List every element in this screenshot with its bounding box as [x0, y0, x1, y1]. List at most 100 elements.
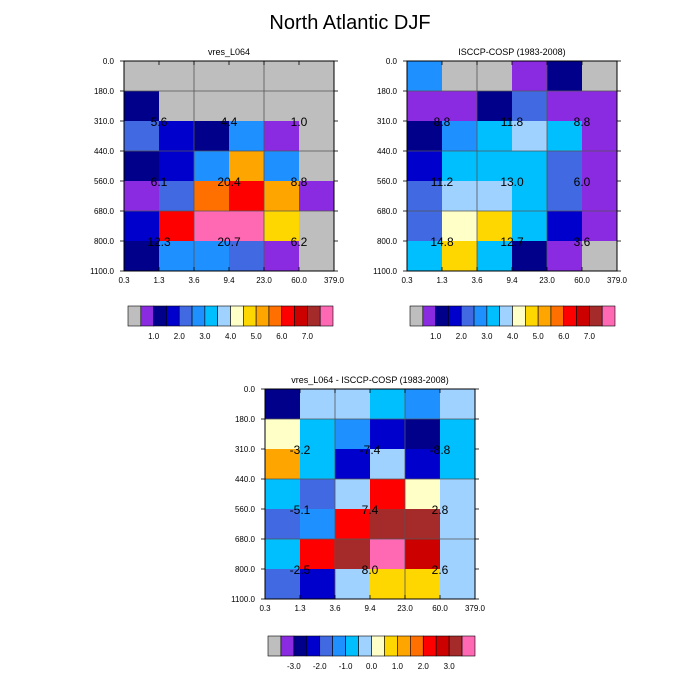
heatmap-cell — [370, 449, 406, 480]
heatmap-cell — [512, 241, 548, 272]
colorbar-label: 3.0 — [481, 332, 493, 341]
heatmap-cell — [442, 61, 478, 92]
colorbar-label: -2.0 — [313, 662, 327, 671]
colorbar-swatch — [601, 305, 616, 327]
colorbar-swatch — [332, 635, 346, 657]
colorbar-swatch — [230, 305, 244, 327]
y-tick-label: 680.0 — [235, 535, 256, 544]
heatmap-cell — [512, 211, 548, 242]
colorbar-label: 4.0 — [225, 332, 237, 341]
heatmap-cell — [194, 241, 230, 272]
colorbar-label: 6.0 — [276, 332, 288, 341]
heatmap-cell — [335, 449, 371, 480]
heatmap-cell — [512, 121, 548, 152]
colorbar-label: 2.0 — [456, 332, 468, 341]
colorbar-swatch — [319, 305, 334, 327]
heatmap-cell — [265, 479, 301, 510]
heatmap-cell — [442, 241, 478, 272]
panel-title: vres_L064 — [208, 47, 250, 57]
heatmap-cell — [440, 479, 476, 510]
colorbar-swatch — [384, 635, 398, 657]
heatmap-cell — [477, 91, 513, 122]
box-value-label: -5.1 — [290, 503, 311, 517]
x-tick-label: 9.4 — [364, 604, 376, 613]
colorbar-swatch — [140, 305, 154, 327]
heatmap-cell — [194, 61, 230, 92]
y-tick-label: 310.0 — [377, 117, 398, 126]
heatmap-cell — [335, 569, 371, 600]
y-tick-label: 180.0 — [94, 87, 115, 96]
colorbar-swatch — [243, 305, 257, 327]
colorbar-swatch — [255, 305, 270, 327]
heatmap-cell — [299, 241, 335, 272]
y-tick-label: 1100.0 — [373, 267, 397, 276]
heatmap-cell — [335, 539, 371, 570]
page-title: North Atlantic DJF — [269, 12, 431, 34]
heatmap-cell — [547, 151, 583, 182]
heatmap-cell — [582, 211, 618, 242]
colorbar-swatch — [409, 305, 424, 327]
y-tick-label: 180.0 — [235, 415, 256, 424]
heatmap-cell — [159, 61, 195, 92]
x-tick-label: 1.3 — [153, 276, 165, 285]
heatmap-cell — [512, 61, 548, 92]
colorbar-swatch — [345, 635, 359, 657]
colorbar-swatch — [166, 305, 180, 327]
box-value-label: 14.8 — [430, 235, 454, 249]
heatmap-cell — [370, 569, 406, 600]
heatmap-cell — [194, 211, 230, 242]
box-value-label: 4.4 — [221, 115, 238, 129]
x-tick-label: 0.3 — [401, 276, 413, 285]
x-tick-label: 60.0 — [291, 276, 307, 285]
box-value-label: 8.0 — [362, 563, 379, 577]
heatmap-cell — [582, 61, 618, 92]
box-value-label: 20.7 — [217, 235, 241, 249]
box-value-label: -7.4 — [360, 443, 381, 457]
box-value-label: 8.8 — [434, 115, 451, 129]
panel-title: ISCCP-COSP (1983-2008) — [458, 47, 565, 57]
colorbar-swatch — [280, 635, 295, 657]
y-tick-label: 0.0 — [386, 57, 398, 66]
heatmap-cell — [440, 569, 476, 600]
heatmap-cell — [229, 121, 265, 152]
colorbar-swatch — [499, 305, 513, 327]
colorbar-swatch — [461, 635, 476, 657]
heatmap-cell — [300, 479, 336, 510]
heatmap-cell — [440, 509, 476, 540]
colorbar-swatch — [371, 635, 385, 657]
colorbar-label: 7.0 — [584, 332, 596, 341]
colorbar-swatch — [435, 305, 449, 327]
heatmap-cell — [159, 121, 195, 152]
x-tick-label: 23.0 — [397, 604, 413, 613]
heatmap-cell — [547, 211, 583, 242]
box-value-label: 2.8 — [432, 503, 449, 517]
y-tick-label: 1100.0 — [90, 267, 114, 276]
heatmap-cell — [265, 569, 301, 600]
heatmap-cell — [407, 91, 443, 122]
heatmap-cell — [477, 181, 513, 212]
colorbar-swatch — [306, 635, 321, 657]
heatmap-cell — [440, 539, 476, 570]
colorbar-swatch — [486, 305, 500, 327]
box-value-label: -2.5 — [290, 563, 311, 577]
colorbar-swatch — [217, 305, 231, 327]
colorbar-label: 2.0 — [174, 332, 186, 341]
colorbar-label: -3.0 — [287, 662, 301, 671]
heatmap-cell — [335, 479, 371, 510]
y-tick-label: 440.0 — [94, 147, 115, 156]
box-value-label: 12.7 — [500, 235, 524, 249]
heatmap-cell — [124, 91, 160, 122]
x-tick-label: 379.0 — [607, 276, 628, 285]
box-value-label: 11.2 — [431, 175, 454, 189]
x-tick-label: 23.0 — [539, 276, 555, 285]
heatmap-cell — [299, 121, 335, 152]
colorbar-swatch — [563, 305, 577, 327]
heatmap-cell — [299, 91, 335, 122]
box-value-label: -8.8 — [430, 443, 451, 457]
heatmap-cell — [229, 211, 265, 242]
heatmap-cell — [265, 509, 301, 540]
heatmap-cell — [582, 121, 618, 152]
heatmap-cell — [370, 479, 406, 510]
heatmap-cell — [582, 151, 618, 182]
colorbar-swatch — [448, 635, 463, 657]
